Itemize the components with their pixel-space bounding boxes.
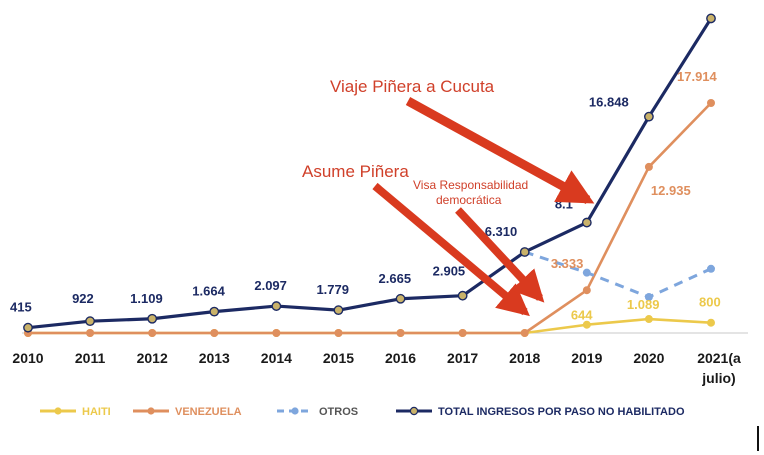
legend-marker	[147, 407, 155, 415]
point-total	[519, 247, 530, 257]
x-tick-label: 2015	[323, 350, 354, 366]
divider	[757, 426, 759, 451]
point-venezuela	[396, 329, 405, 337]
annotation-asume-pinera: Asume Piñera	[302, 162, 409, 181]
data-label-total: 415	[10, 300, 32, 315]
legend-label-total: TOTAL INGRESOS POR PASO NO HABILITADO	[438, 406, 685, 418]
legend: HAITI VENEZUELA OTROS TOTAL INGRESOS POR PA…	[40, 406, 685, 418]
data-label-haiti: 800	[699, 295, 721, 310]
x-tick-label: 2013	[199, 350, 230, 366]
annotation-arrow-visa	[455, 207, 545, 303]
point-total	[644, 111, 654, 122]
series-line-venezuela	[28, 102, 712, 335]
point-venezuela	[148, 329, 157, 337]
legend-label-otros: OTROS	[319, 406, 358, 418]
x-tick-label: 2018	[509, 350, 540, 366]
point-venezuela	[334, 329, 343, 337]
x-tick-label: 2012	[137, 350, 168, 366]
data-labels: 644 1.089 800 3.333 12.935 17.914 415 922 1.109 1…	[10, 69, 721, 323]
series-layer	[23, 13, 716, 337]
annotation-visa-line1: Visa Responsabilidad	[413, 178, 528, 192]
legend-label-venezuela: VENEZUELA	[175, 406, 242, 418]
data-label-total: 2.905	[433, 264, 466, 279]
point-total	[581, 217, 592, 228]
legend-label-haiti: HAITI	[82, 406, 111, 418]
point-total	[85, 316, 95, 327]
point-total	[395, 293, 406, 304]
data-label-total: 2.097	[254, 278, 287, 293]
point-haiti	[582, 320, 591, 329]
data-label-venezuela: 12.935	[651, 183, 691, 198]
x-tick-label: 2011	[75, 350, 106, 366]
annotation-arrow-asume	[372, 182, 530, 317]
data-label-total: 16.848	[589, 95, 629, 110]
legend-marker	[409, 406, 419, 416]
series-line-otros	[524, 250, 712, 299]
x-axis-ticks: 2010 2011 2012 2013 2014 2015 2016 2017 2018 2019…	[12, 350, 741, 386]
data-label-venezuela: 17.914	[677, 69, 718, 84]
point-total	[706, 13, 716, 24]
point-venezuela	[582, 286, 591, 295]
point-venezuela	[210, 329, 219, 337]
point-otros	[582, 268, 591, 277]
point-venezuela	[707, 98, 715, 107]
point-otros	[707, 264, 715, 273]
x-tick-label: 2010	[12, 350, 43, 366]
data-label-total: 2.665	[379, 271, 412, 286]
x-tick-label: 2021(a julio)	[697, 350, 741, 386]
data-label-total: 1.779	[316, 282, 349, 297]
data-label-total: 6.310	[485, 224, 518, 239]
x-tick-label: 2017	[447, 350, 478, 366]
data-label-total: 1.109	[130, 291, 163, 306]
point-haiti	[707, 318, 715, 327]
x-tick-label: 2014	[261, 350, 292, 366]
data-label-total: 1.664	[192, 284, 225, 299]
point-total	[23, 322, 33, 333]
point-total	[147, 313, 158, 324]
data-label-venezuela: 3.333	[551, 256, 584, 271]
point-total	[271, 301, 282, 311]
annotation-visa-line2: democrática	[436, 193, 502, 207]
data-label-haiti: 1.089	[627, 297, 660, 312]
point-venezuela	[520, 329, 529, 337]
annotation-arrow-viaje	[405, 97, 595, 204]
x-tick-label: 2020	[633, 350, 664, 366]
point-haiti	[644, 315, 653, 324]
x-tick-label: 2016	[385, 350, 416, 366]
data-label-total: 8.1	[555, 197, 573, 212]
point-total	[457, 290, 468, 301]
data-label-total: 922	[72, 291, 94, 306]
point-venezuela	[644, 162, 653, 171]
point-venezuela	[458, 329, 467, 337]
series-line-total	[27, 17, 713, 330]
annotation-viaje-pinera: Viaje Piñera a Cucuta	[330, 77, 495, 96]
annotations: Viaje Piñera a Cucuta Asume Piñera Visa …	[302, 77, 595, 317]
point-venezuela	[272, 329, 281, 337]
point-total	[209, 306, 220, 317]
point-otros	[644, 293, 653, 302]
legend-marker	[54, 407, 62, 415]
data-label-haiti: 644	[571, 308, 593, 323]
point-total	[333, 305, 344, 316]
legend-marker	[291, 407, 299, 415]
point-venezuela	[86, 329, 95, 337]
x-tick-label: 2019	[571, 350, 602, 366]
